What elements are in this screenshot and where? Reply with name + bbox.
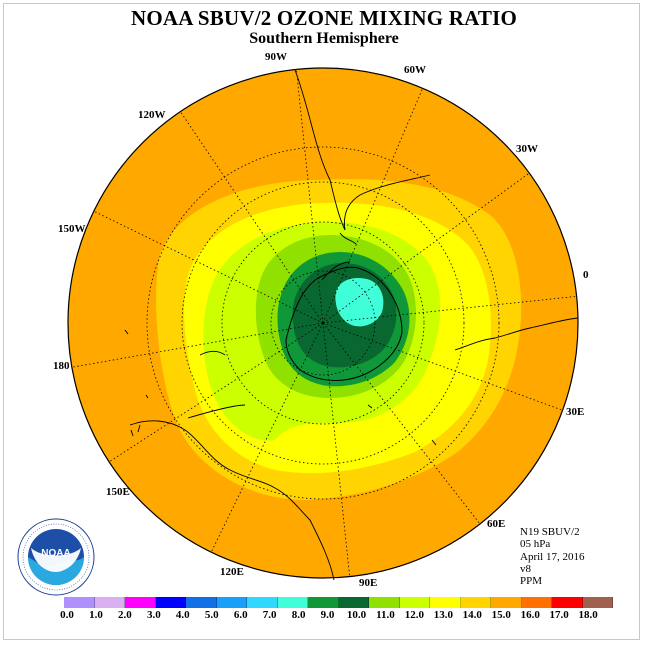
meridian-line <box>322 322 481 525</box>
logo-text: NOAA <box>41 548 70 559</box>
meridian-line <box>180 111 324 324</box>
color-bar-segment <box>277 597 308 608</box>
color-bar-tick-label: 15.0 <box>491 609 511 621</box>
noaa-logo: NOAA <box>17 518 95 596</box>
label-150w: 150W <box>58 223 86 235</box>
color-bar-tick-label: 2.0 <box>118 609 132 621</box>
label-60e: 60E <box>487 518 505 530</box>
label-180: 180 <box>53 360 70 372</box>
meridian-line <box>108 322 324 463</box>
meridian-line <box>210 322 324 553</box>
color-bar-tick-label: 6.0 <box>233 609 248 621</box>
color-bar <box>64 597 613 608</box>
label-30e: 30E <box>566 406 584 418</box>
meridian-line <box>322 172 530 324</box>
map-boundary <box>67 67 579 579</box>
color-bar-tick-label: 14.0 <box>462 609 482 621</box>
version-label: v8 <box>520 562 531 575</box>
label-30w: 30W <box>516 143 538 155</box>
units-label: PPM <box>520 575 543 588</box>
color-bar-segment <box>125 597 156 608</box>
color-bar-tick-label: 10.0 <box>346 609 367 621</box>
meridian-line <box>322 295 577 324</box>
color-bar-segment <box>64 597 95 608</box>
label-0: 0 <box>583 269 589 281</box>
meridian-line <box>322 88 424 324</box>
map-title: NOAA SBUV/2 OZONE MIXING RATIO <box>131 6 517 30</box>
color-bar-segment <box>308 597 339 608</box>
color-bar-tick-label: 8.0 <box>291 609 306 621</box>
label-120e: 120E <box>220 566 244 578</box>
label-90e: 90E <box>359 577 377 589</box>
color-bar-segment <box>94 597 125 608</box>
color-bar-tick-label: 18.0 <box>578 609 598 621</box>
figure-frame <box>3 3 640 640</box>
color-bar-ticks: 0.0 1.0 2.0 3.0 4.0 5.0 6.0 7.0 8.0 9.0 10.0 11.0 12… <box>0 609 648 623</box>
color-bar-segment <box>582 597 613 608</box>
south-pole-marker <box>321 321 325 325</box>
color-bar-tick-label: 9.0 <box>320 609 335 621</box>
color-bar-segment <box>155 597 186 608</box>
color-bar-tick-label: 1.0 <box>89 609 103 621</box>
color-bar-segment <box>552 597 583 608</box>
meridian-line <box>93 210 324 324</box>
color-bar-segment <box>521 597 552 608</box>
color-bar-segment <box>399 597 430 608</box>
map-subtitle: Southern Hemisphere <box>249 30 399 47</box>
coastlines <box>124 69 579 581</box>
date-label: April 17, 2016 <box>520 550 585 563</box>
color-bar-segment <box>460 597 491 608</box>
label-90w: 90W <box>265 51 287 63</box>
color-bar-tick-label: 16.0 <box>520 609 540 621</box>
color-bar-tick-label: 0.0 <box>60 609 74 621</box>
color-bar-segment <box>430 597 461 608</box>
color-bar-tick-label: 4.0 <box>175 609 190 621</box>
color-bar-segment <box>491 597 522 608</box>
meridian-line <box>322 322 563 411</box>
color-bar-segment <box>216 597 247 608</box>
label-120w: 120W <box>138 109 166 121</box>
meridian-line <box>295 69 324 324</box>
color-bar-tick-label: 11.0 <box>376 609 395 621</box>
color-bar-segment <box>369 597 400 608</box>
color-bar-segment <box>338 597 369 608</box>
contour-min-7-8 <box>335 278 384 327</box>
label-60w: 60W <box>404 64 426 76</box>
pressure-level: 05 hPa <box>520 538 551 551</box>
info-panel: N19 SBUV/2 05 hPa April 17, 2016 v8 PPM <box>520 526 584 587</box>
color-bar-tick-label: 12.0 <box>404 609 425 621</box>
label-150e: 150E <box>106 486 130 498</box>
satellite-label: N19 SBUV/2 <box>520 526 580 538</box>
meridian-labels: 90W 60W 120W 30W 150W 0 180 30E 150E 60E… <box>53 51 589 589</box>
color-bar-tick-label: 17.0 <box>549 609 569 621</box>
color-bar-tick-label: 3.0 <box>146 609 161 621</box>
color-bar-segment <box>247 597 278 608</box>
color-bar-tick-label: 5.0 <box>204 609 219 621</box>
color-bar-tick-label: 7.0 <box>262 609 277 621</box>
meridian-line <box>322 322 351 577</box>
meridian-line <box>71 322 324 368</box>
graticule <box>71 69 577 577</box>
color-bar-segment <box>186 597 217 608</box>
color-bar-tick-label: 13.0 <box>433 609 453 621</box>
